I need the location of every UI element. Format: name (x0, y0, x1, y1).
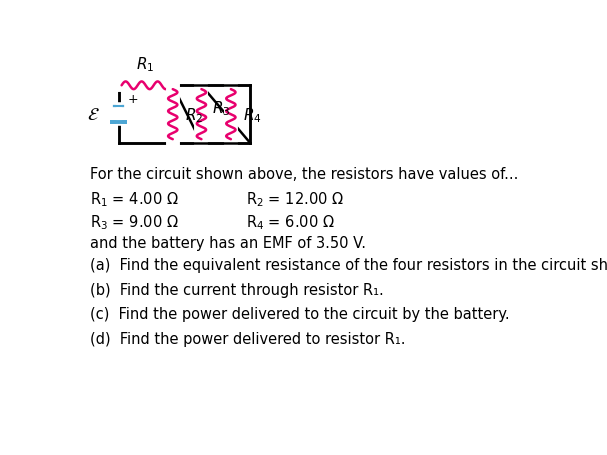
Text: R$_2$ = 12.00 $\Omega$: R$_2$ = 12.00 $\Omega$ (246, 190, 344, 208)
Text: (b)  Find the current through resistor R₁.: (b) Find the current through resistor R₁… (90, 282, 384, 297)
Text: +: + (128, 93, 138, 106)
Text: (c)  Find the power delivered to the circuit by the battery.: (c) Find the power delivered to the circ… (90, 307, 509, 322)
Text: $R_2$: $R_2$ (185, 106, 203, 124)
Text: For the circuit shown above, the resistors have values of...: For the circuit shown above, the resisto… (90, 167, 518, 182)
Text: R$_3$ = 9.00 $\Omega$: R$_3$ = 9.00 $\Omega$ (90, 213, 178, 232)
Text: $\mathcal{E}$: $\mathcal{E}$ (87, 106, 100, 124)
Text: (d)  Find the power delivered to resistor R₁.: (d) Find the power delivered to resistor… (90, 331, 405, 346)
Text: $R_4$: $R_4$ (243, 106, 262, 124)
Text: $R_1$: $R_1$ (137, 55, 155, 74)
Text: R$_1$ = 4.00 $\Omega$: R$_1$ = 4.00 $\Omega$ (90, 190, 178, 208)
Text: R$_4$ = 6.00 $\Omega$: R$_4$ = 6.00 $\Omega$ (246, 213, 335, 232)
Text: (a)  Find the equivalent resistance of the four resistors in the circuit shown a: (a) Find the equivalent resistance of th… (90, 258, 607, 273)
Text: and the battery has an EMF of 3.50 V.: and the battery has an EMF of 3.50 V. (90, 236, 366, 251)
Text: $R_3$: $R_3$ (212, 100, 231, 118)
